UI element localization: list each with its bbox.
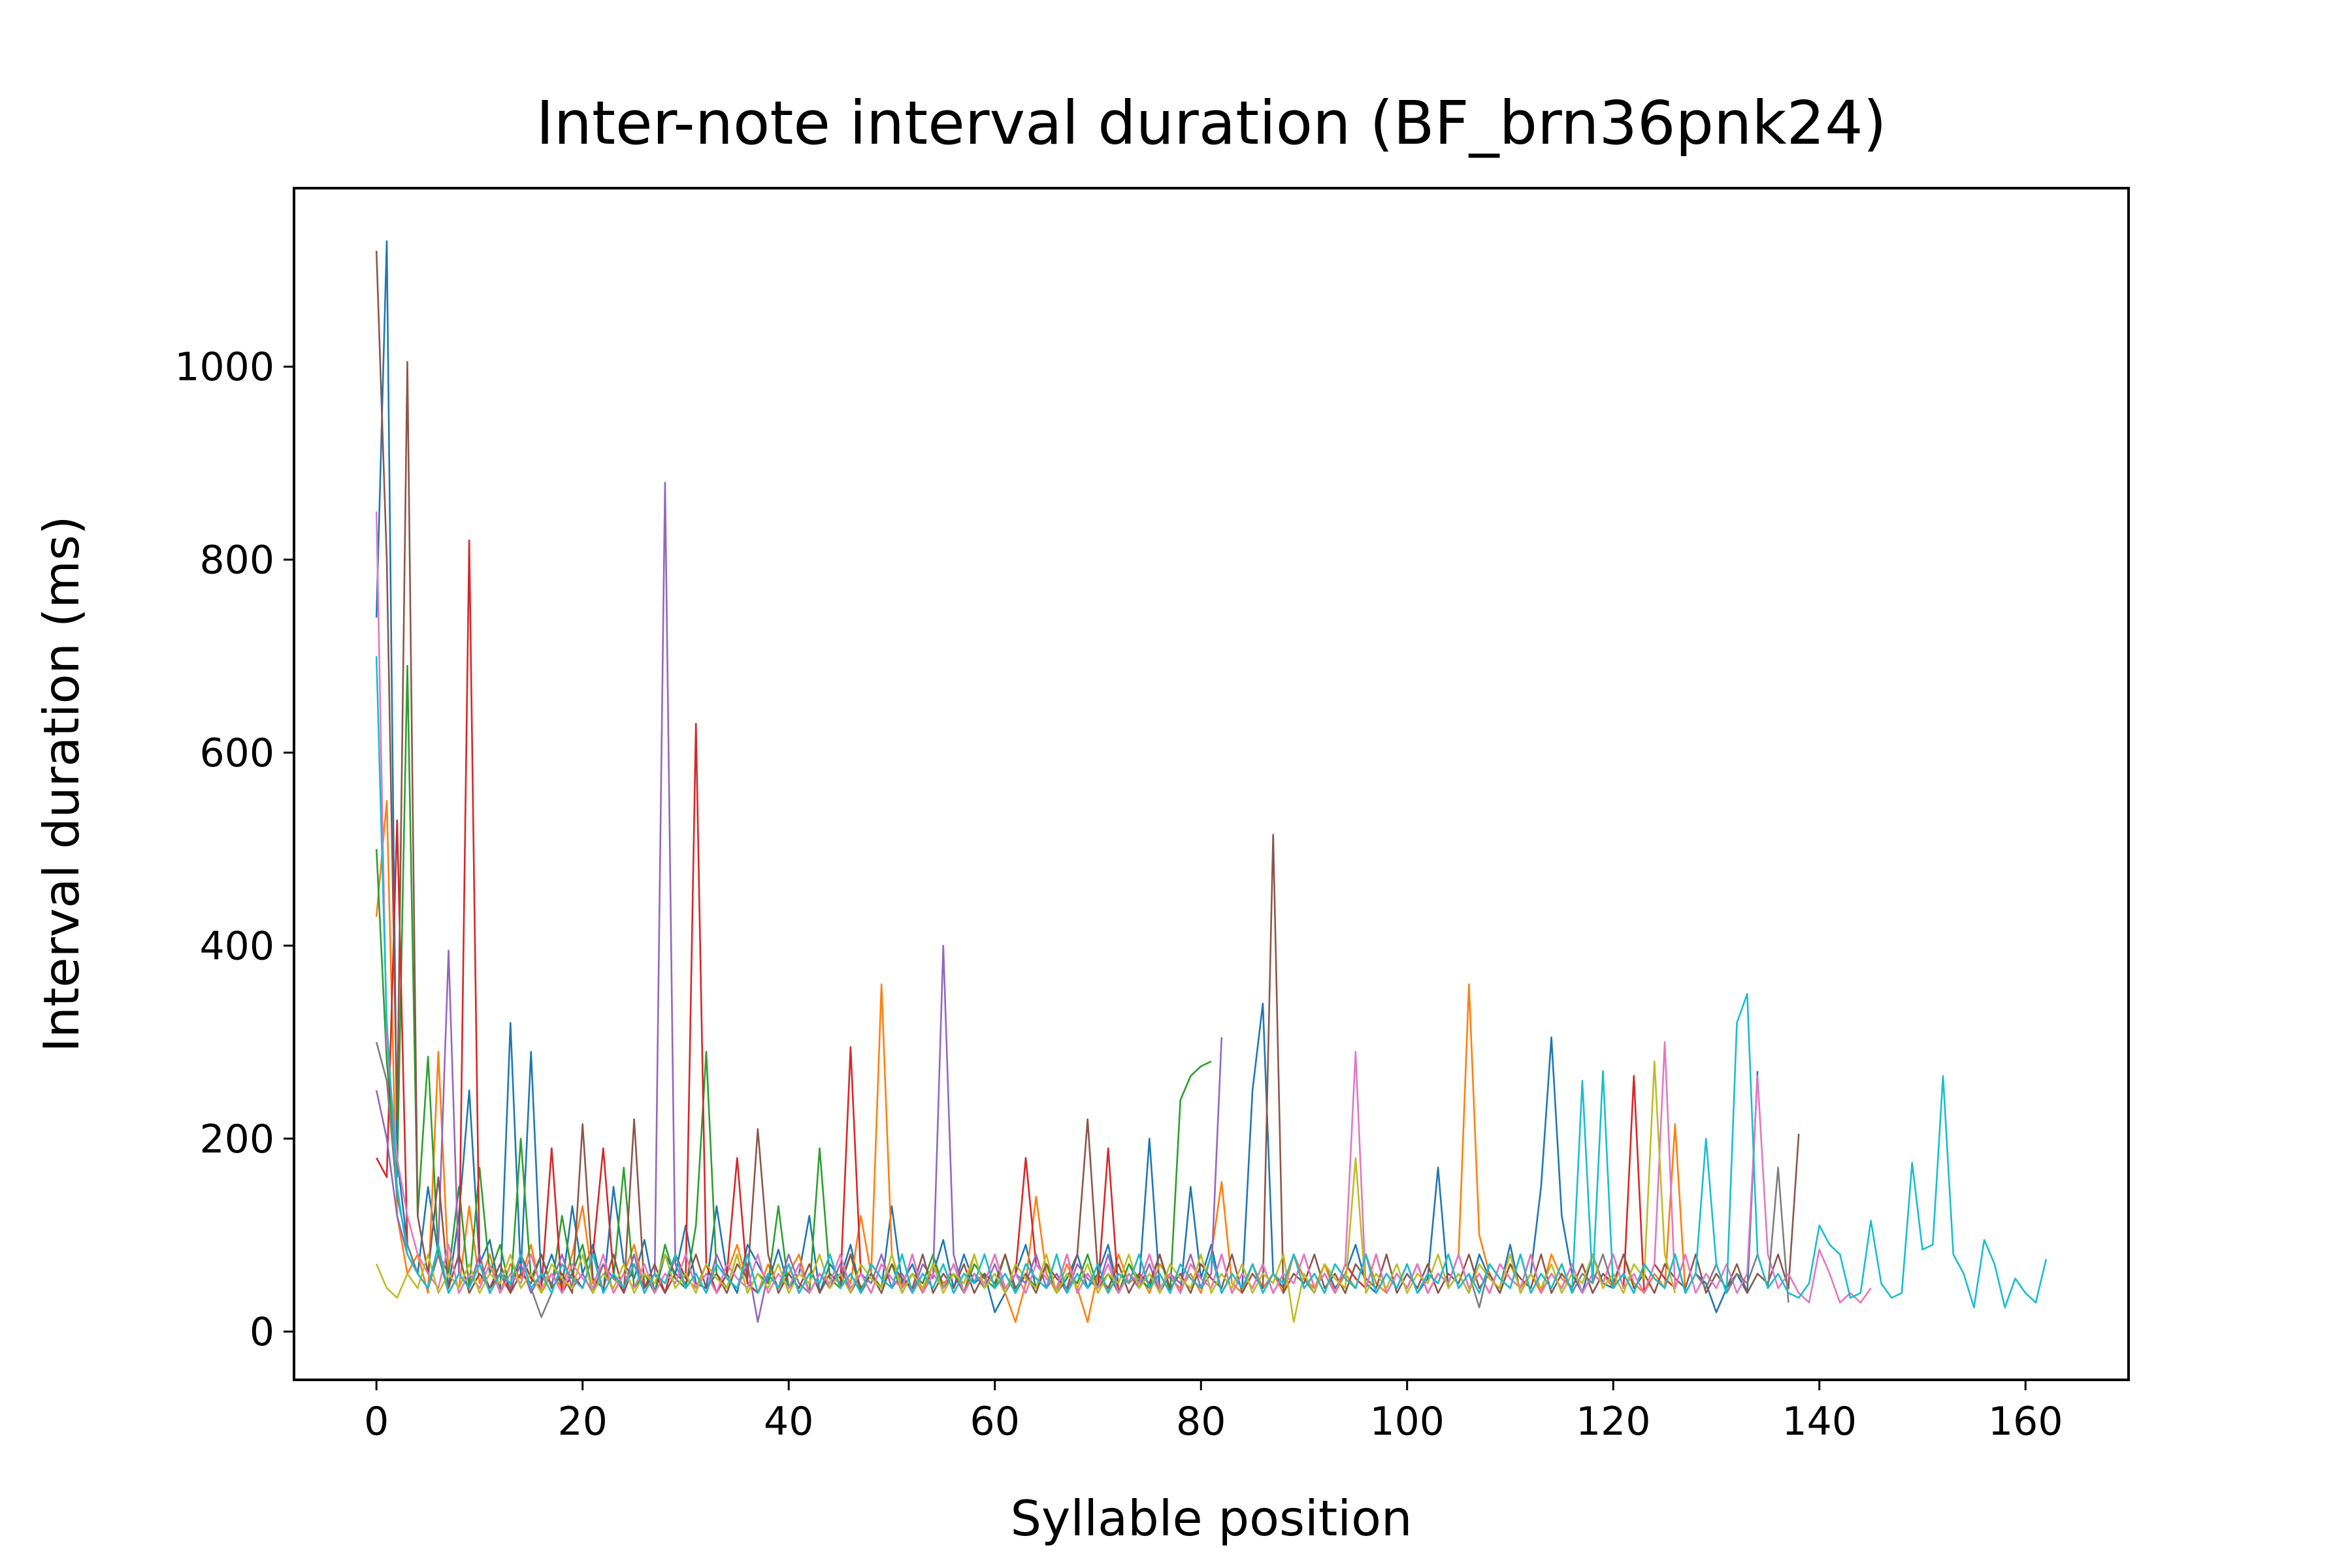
chart-title: Inter-note interval duration (BF_brn36pn… (536, 88, 1887, 158)
series-line-6 (375, 250, 1800, 1294)
x-tick-label: 140 (1782, 1399, 1857, 1445)
x-tick-label: 0 (364, 1399, 389, 1445)
x-tick-label: 20 (558, 1399, 608, 1445)
plot-lines (375, 240, 2048, 1323)
y-tick-label: 1000 (174, 344, 274, 390)
x-tick-label: 40 (764, 1399, 813, 1445)
x-tick-label: 80 (1176, 1399, 1226, 1445)
y-tick-label: 600 (199, 730, 274, 776)
x-axis-label: Syllable position (1010, 1490, 1412, 1547)
x-tick-label: 100 (1369, 1399, 1445, 1445)
y-tick-label: 400 (199, 923, 274, 969)
x-tick-label: 160 (1988, 1399, 2063, 1445)
series-line-5 (375, 482, 1223, 1323)
y-axis-label: Interval duration (ms) (33, 515, 90, 1052)
y-tick-label: 800 (199, 538, 274, 583)
y-tick-label: 200 (199, 1117, 274, 1162)
series-line-9 (376, 1060, 1676, 1323)
series-line-7 (375, 511, 1872, 1304)
x-tick-label: 120 (1576, 1399, 1651, 1445)
plot-frame (293, 187, 2130, 1381)
series-line-10 (375, 656, 2048, 1309)
y-axis-ticks: 0 200 400 600 800 1000 (174, 344, 294, 1355)
y-tick-label: 0 (250, 1309, 274, 1355)
x-tick-label: 60 (970, 1399, 1020, 1445)
x-axis-ticks: 0 20 40 60 80 100 120 140 160 (364, 1380, 2063, 1445)
